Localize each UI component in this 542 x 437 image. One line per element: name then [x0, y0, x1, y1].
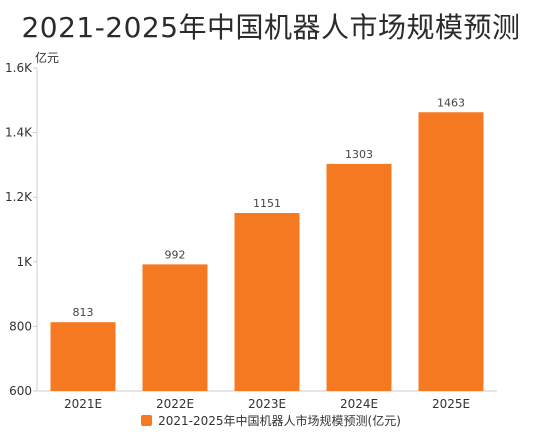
- bar-value-label: 992: [165, 248, 186, 261]
- bar-value-label: 1303: [345, 148, 373, 161]
- bar: [418, 112, 484, 391]
- bar: [326, 163, 392, 391]
- y-tick-label: 600: [9, 384, 32, 398]
- y-tick-label: 1K: [16, 255, 33, 269]
- y-tick-label: 1.2K: [5, 190, 33, 204]
- legend-label: 2021-2025年中国机器人市场规模预测(亿元): [158, 414, 401, 428]
- bar: [234, 213, 300, 391]
- bar-value-label: 813: [73, 306, 94, 319]
- bar: [50, 322, 116, 391]
- bar-value-label: 1151: [253, 197, 281, 210]
- chart-title: 2021-2025年中国机器人市场规模预测: [21, 11, 521, 44]
- y-tick-label: 1.6K: [5, 61, 33, 75]
- x-tick-label: 2024E: [340, 397, 378, 411]
- bar: [142, 264, 208, 391]
- x-tick-label: 2025E: [432, 397, 470, 411]
- y-axis-unit-label: 亿元: [35, 51, 60, 65]
- x-tick-label: 2021E: [64, 397, 102, 411]
- x-tick-label: 2023E: [248, 397, 286, 411]
- y-tick-label: 1.4K: [5, 126, 33, 140]
- x-tick-label: 2022E: [156, 397, 194, 411]
- legend-swatch: [141, 415, 153, 426]
- bar-value-label: 1463: [437, 96, 465, 109]
- y-tick-label: 800: [9, 319, 32, 333]
- chart-legend[interactable]: 2021-2025年中国机器人市场规模预测(亿元): [0, 412, 542, 429]
